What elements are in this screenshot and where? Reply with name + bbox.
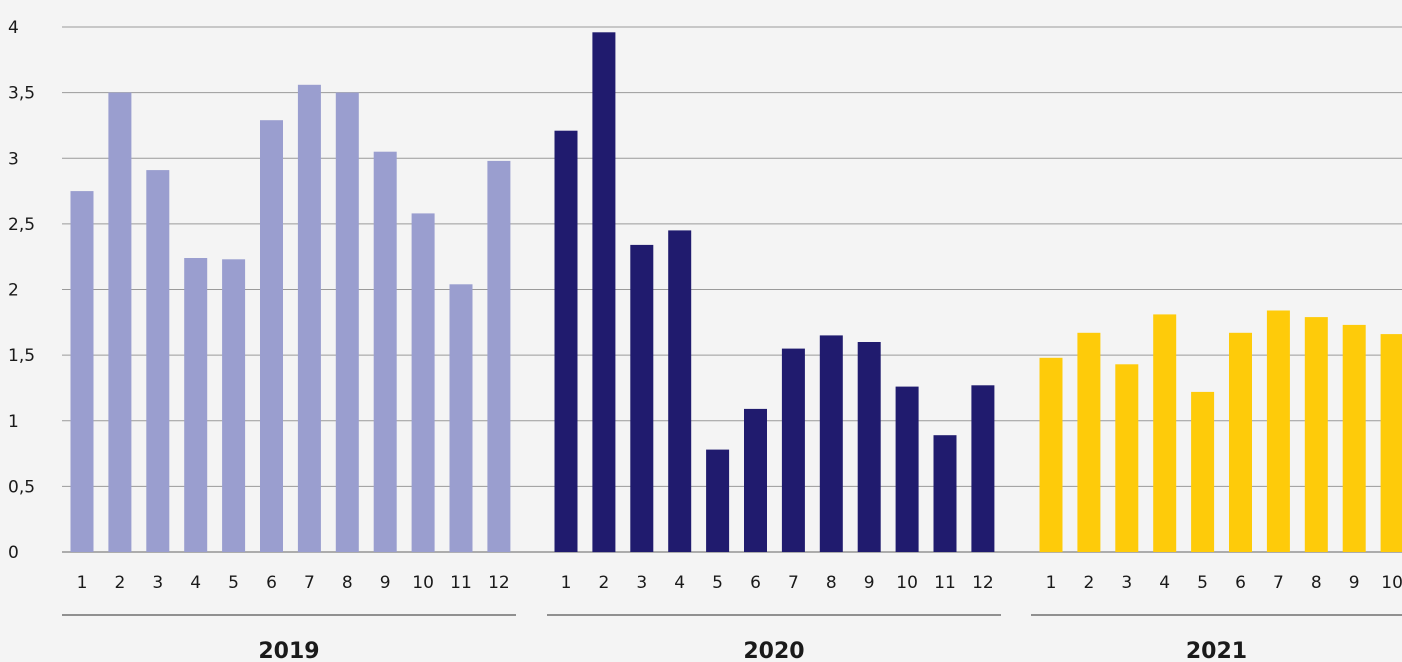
x-tick-label: 7	[788, 573, 799, 593]
x-tick-label: 2	[114, 573, 125, 593]
x-tick-label: 10	[1381, 573, 1402, 593]
bar-2019-6	[260, 120, 283, 552]
bar-2020-5	[706, 449, 730, 552]
bars	[70, 32, 1402, 553]
series-2021	[1039, 310, 1402, 553]
x-tick-label: 1	[1046, 573, 1057, 593]
x-tick-label: 2	[1083, 573, 1094, 593]
x-tick-label: 11	[934, 573, 956, 593]
x-tick-label: 6	[266, 573, 277, 593]
x-tick-label: 12	[972, 573, 994, 593]
x-tick-label: 10	[412, 573, 434, 593]
x-tick-label: 7	[304, 573, 315, 593]
bar-2021-1	[1039, 357, 1063, 553]
bar-2019-4	[184, 258, 208, 552]
bar-2020-2	[592, 32, 616, 553]
y-tick-label: 2,5	[8, 215, 35, 235]
bar-2019-11	[449, 284, 473, 553]
bar-2021-7	[1266, 310, 1290, 552]
year-groups: 2019 2020 2021	[62, 614, 1402, 662]
series-2019	[70, 84, 511, 553]
x-tick-label: 1	[77, 573, 88, 593]
bar-2020-9	[857, 342, 881, 552]
bar-2019-3	[146, 170, 170, 552]
x-tick-label: 9	[380, 573, 391, 593]
bar-2020-10	[895, 386, 919, 552]
bar-2019-5	[222, 259, 246, 552]
x-tick-label: 4	[1159, 573, 1170, 593]
y-tick-label: 0	[8, 543, 19, 563]
bar-2021-9	[1342, 324, 1366, 552]
x-tick-label: 3	[152, 573, 163, 593]
x-tick-label: 9	[864, 573, 875, 593]
x-tick-label: 5	[1197, 573, 1208, 593]
x-tick-label: 8	[1311, 573, 1322, 593]
y-tick-label: 1,5	[8, 346, 35, 366]
bar-2020-1	[554, 130, 578, 552]
x-tick-label: 8	[826, 573, 837, 593]
bar-2019-1	[70, 191, 94, 552]
bar-2021-5	[1191, 391, 1215, 552]
y-tick-label: 2	[8, 281, 19, 301]
bar-2019-12	[487, 160, 511, 552]
x-tick-label: 7	[1273, 573, 1284, 593]
bar-2020-6	[744, 408, 767, 552]
x-tick-label: 6	[1235, 573, 1246, 593]
bar-2021-10	[1380, 334, 1402, 552]
x-tick-label: 3	[1121, 573, 1132, 593]
bar-2020-4	[668, 230, 692, 552]
x-tick-label: 5	[228, 573, 239, 593]
gridlines	[62, 26, 1402, 553]
group-label: 2021	[1186, 639, 1247, 662]
bar-2021-6	[1229, 332, 1252, 552]
x-tick-label: 6	[750, 573, 761, 593]
x-tick-label: 4	[190, 573, 201, 593]
y-tick-label: 0,5	[8, 477, 35, 497]
bar-2019-7	[297, 84, 321, 553]
x-tick-label: 11	[450, 573, 472, 593]
bar-2020-12	[971, 385, 995, 552]
x-tick-label: 5	[712, 573, 723, 593]
bar-2021-8	[1304, 317, 1328, 552]
bar-2021-4	[1153, 314, 1177, 552]
x-tick-label: 1	[561, 573, 572, 593]
x-tick-label: 10	[896, 573, 918, 593]
y-axis-ticks: 0 0,5 1 1,5 2 2,5 3 3,5 4	[8, 18, 35, 563]
x-tick-label: 2	[598, 573, 609, 593]
bar-2019-2	[108, 92, 132, 552]
bar-2021-2	[1077, 332, 1101, 552]
y-tick-label: 1	[8, 412, 19, 432]
bar-2020-8	[819, 335, 843, 552]
x-axis-ticks: 1 2 3 4 5 6 7 8 9 10 11 12 1 2 3 4 5 6 7 8 9 10 11 12 1 2 3 4 5 6 7 8 9 1…	[77, 573, 1402, 593]
x-tick-label: 8	[342, 573, 353, 593]
bar-2020-3	[630, 244, 654, 552]
group-label: 2020	[743, 639, 804, 662]
y-tick-label: 4	[8, 18, 19, 38]
x-tick-label: 4	[674, 573, 685, 593]
series-2020	[554, 32, 995, 553]
x-tick-label: 12	[488, 573, 510, 593]
y-tick-label: 3,5	[8, 84, 35, 104]
group-label: 2019	[258, 639, 319, 662]
bar-2020-11	[933, 435, 957, 552]
bar-2019-8	[335, 92, 359, 552]
x-tick-label: 3	[636, 573, 647, 593]
x-tick-label: 9	[1349, 573, 1360, 593]
bar-2021-3	[1115, 364, 1139, 552]
bar-2019-9	[373, 151, 397, 552]
bar-2020-7	[781, 348, 805, 552]
y-tick-label: 3	[8, 149, 19, 169]
bar-2019-10	[411, 213, 435, 552]
